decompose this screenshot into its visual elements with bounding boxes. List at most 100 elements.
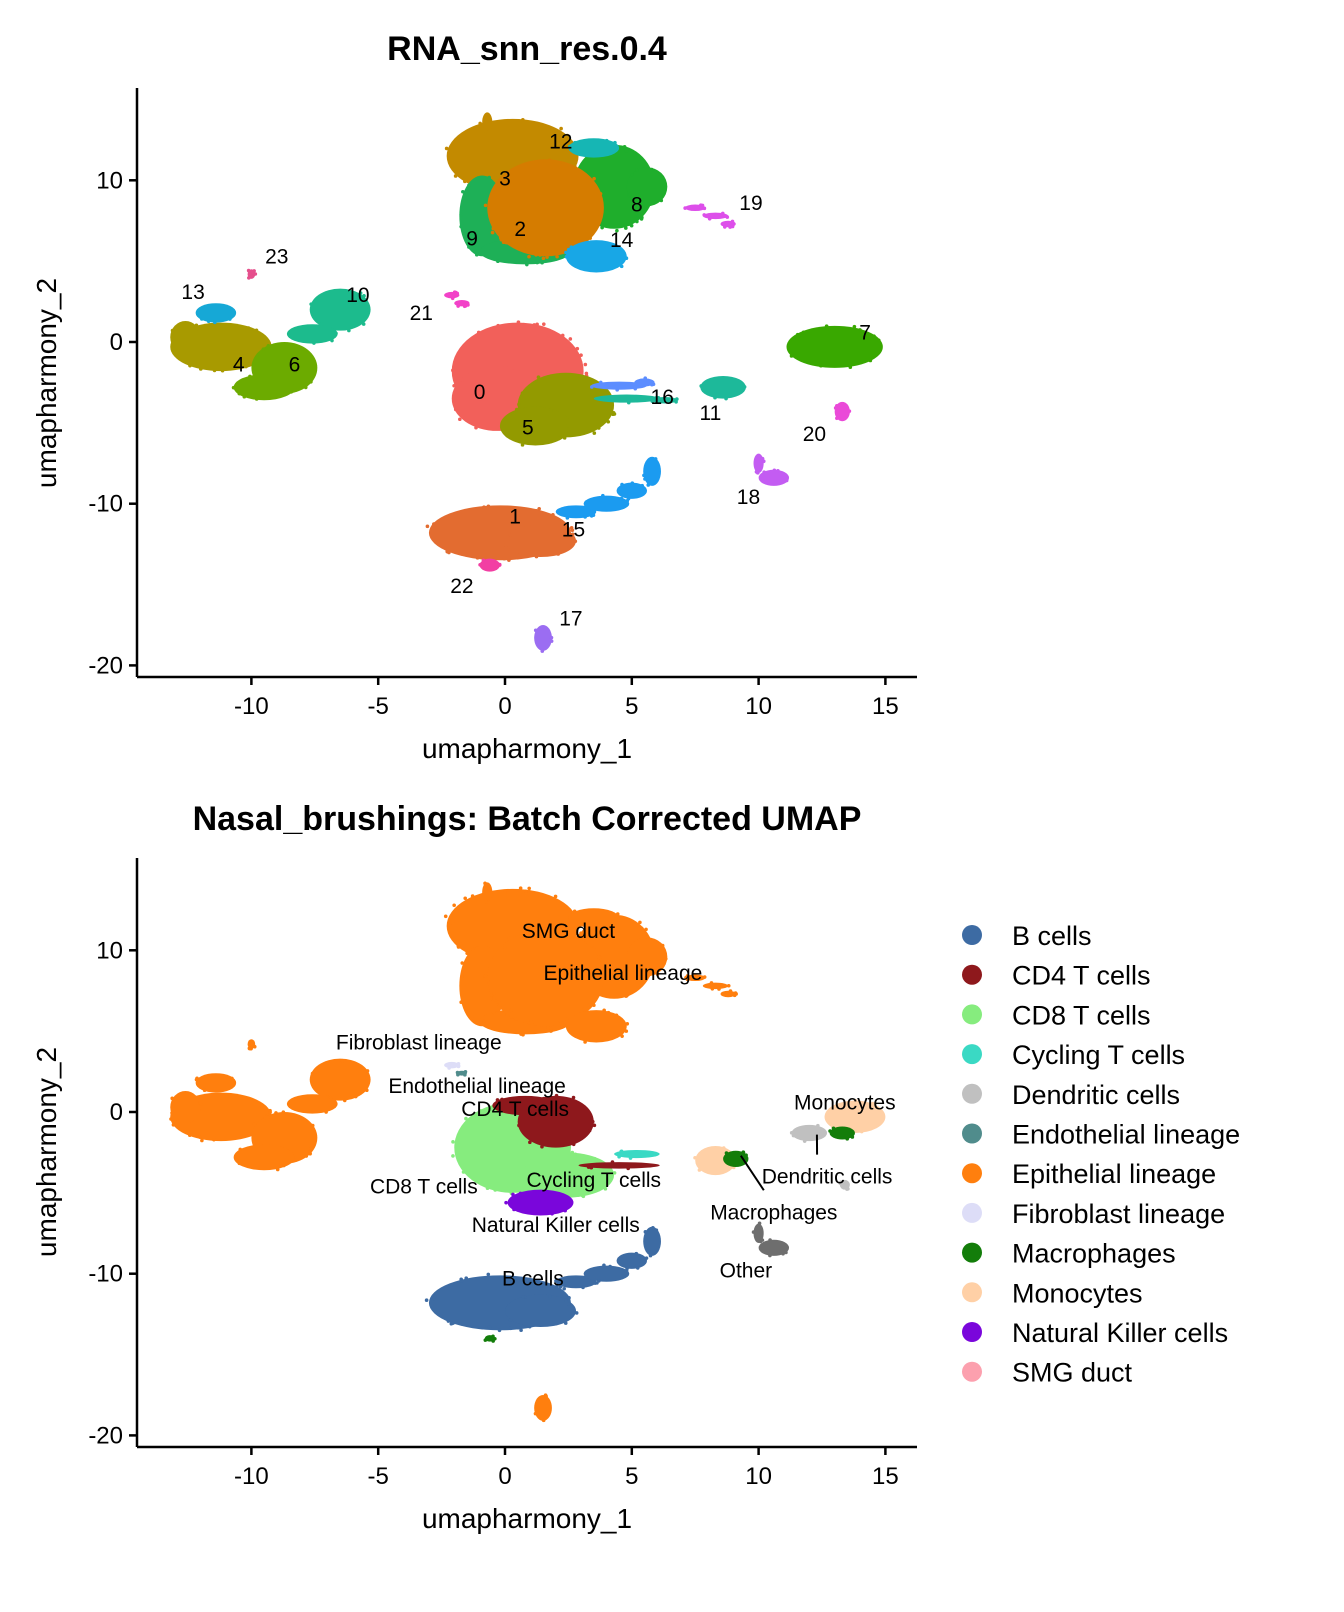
- data-point: [303, 385, 308, 390]
- data-point: [242, 394, 247, 399]
- point-cloud: [578, 1162, 660, 1169]
- data-point: [458, 417, 462, 422]
- group-17: [533, 624, 554, 653]
- data-point: [505, 433, 510, 438]
- data-point: [354, 292, 358, 296]
- data-point: [638, 920, 642, 925]
- group-11: [593, 375, 747, 405]
- data-point: [510, 119, 515, 124]
- data-point: [451, 368, 455, 373]
- data-point: [518, 1191, 523, 1196]
- point-cloud: [565, 1010, 627, 1043]
- data-point: [453, 398, 458, 403]
- data-point: [619, 1149, 624, 1154]
- data-point: [519, 1328, 523, 1333]
- legend-swatch: [962, 1083, 982, 1104]
- data-point: [358, 1091, 362, 1096]
- data-point: [451, 1321, 455, 1325]
- data-point: [741, 1150, 746, 1155]
- data-point: [654, 395, 659, 400]
- cluster-label: 1: [509, 506, 521, 529]
- cluster-label: 16: [651, 386, 674, 409]
- data-point: [569, 245, 574, 250]
- data-point: [528, 1140, 532, 1145]
- data-point: [721, 1146, 726, 1150]
- data-point: [624, 994, 628, 998]
- data-point: [552, 250, 557, 254]
- data-point: [613, 140, 617, 145]
- legend-swatch: [962, 1044, 982, 1065]
- data-point: [518, 886, 523, 890]
- legend-item: Endothelial lineage: [962, 1120, 1240, 1150]
- data-point: [626, 400, 631, 405]
- cluster-label: 5: [522, 417, 534, 440]
- data-point: [446, 1319, 451, 1323]
- data-point: [486, 1272, 491, 1277]
- data-point: [365, 1069, 370, 1073]
- cluster-label: 23: [265, 245, 288, 268]
- data-point: [521, 1295, 525, 1299]
- point-cloud: [534, 624, 552, 651]
- data-point: [730, 219, 735, 224]
- data-point: [198, 1101, 203, 1106]
- data-point: [567, 1302, 571, 1306]
- data-point: [235, 1158, 239, 1162]
- data-point: [762, 470, 766, 474]
- legend-item: Monocytes: [962, 1278, 1143, 1308]
- data-point: [700, 203, 705, 208]
- data-point: [478, 1109, 483, 1113]
- data-point: [558, 1019, 563, 1023]
- x-tick-label: 10: [745, 693, 772, 720]
- data-point: [504, 1187, 509, 1191]
- y-tick-label: -20: [88, 1422, 123, 1449]
- data-point: [282, 1163, 286, 1168]
- data-point: [496, 323, 500, 328]
- point-cloud: [568, 908, 620, 928]
- data-point: [853, 1098, 858, 1103]
- data-point: [593, 185, 598, 190]
- data-point: [567, 1296, 571, 1300]
- data-point: [510, 368, 515, 373]
- data-point: [675, 397, 679, 401]
- data-point: [263, 1105, 267, 1110]
- data-point: [591, 1001, 595, 1005]
- data-point: [646, 973, 651, 977]
- data-point: [450, 296, 455, 301]
- data-point: [713, 395, 717, 400]
- data-point: [535, 322, 539, 327]
- legend-label: Monocytes: [1012, 1278, 1143, 1308]
- data-point: [697, 1168, 702, 1172]
- x-tick-label: 5: [625, 693, 638, 720]
- data-point: [549, 635, 554, 640]
- data-point: [212, 320, 217, 325]
- legend-label: Dendritic cells: [1012, 1080, 1180, 1110]
- legend-label: SMG duct: [1012, 1358, 1133, 1388]
- data-point: [563, 1208, 567, 1213]
- data-point: [651, 1225, 655, 1230]
- data-point: [527, 889, 532, 894]
- legend-swatch: [962, 1202, 982, 1223]
- data-point: [489, 980, 493, 984]
- data-point: [503, 543, 508, 547]
- group-15: [555, 456, 661, 520]
- group-other: [751, 1221, 790, 1258]
- data-point: [463, 179, 467, 184]
- data-point: [508, 1326, 513, 1331]
- data-point: [519, 934, 523, 938]
- data-point: [556, 1153, 560, 1157]
- data-point: [589, 385, 594, 389]
- data-point: [188, 1133, 192, 1138]
- data-point: [734, 992, 738, 996]
- data-point: [831, 1126, 836, 1131]
- data-point: [589, 1123, 594, 1128]
- scatter-points: [169, 881, 886, 1423]
- data-point: [497, 563, 502, 567]
- data-point: [347, 328, 351, 333]
- group-12: [567, 138, 620, 158]
- legend-label: B cells: [1012, 921, 1092, 951]
- data-point: [619, 496, 624, 501]
- data-point: [212, 1137, 216, 1142]
- data-point: [197, 341, 202, 346]
- data-point: [614, 1013, 619, 1018]
- data-point: [643, 376, 648, 381]
